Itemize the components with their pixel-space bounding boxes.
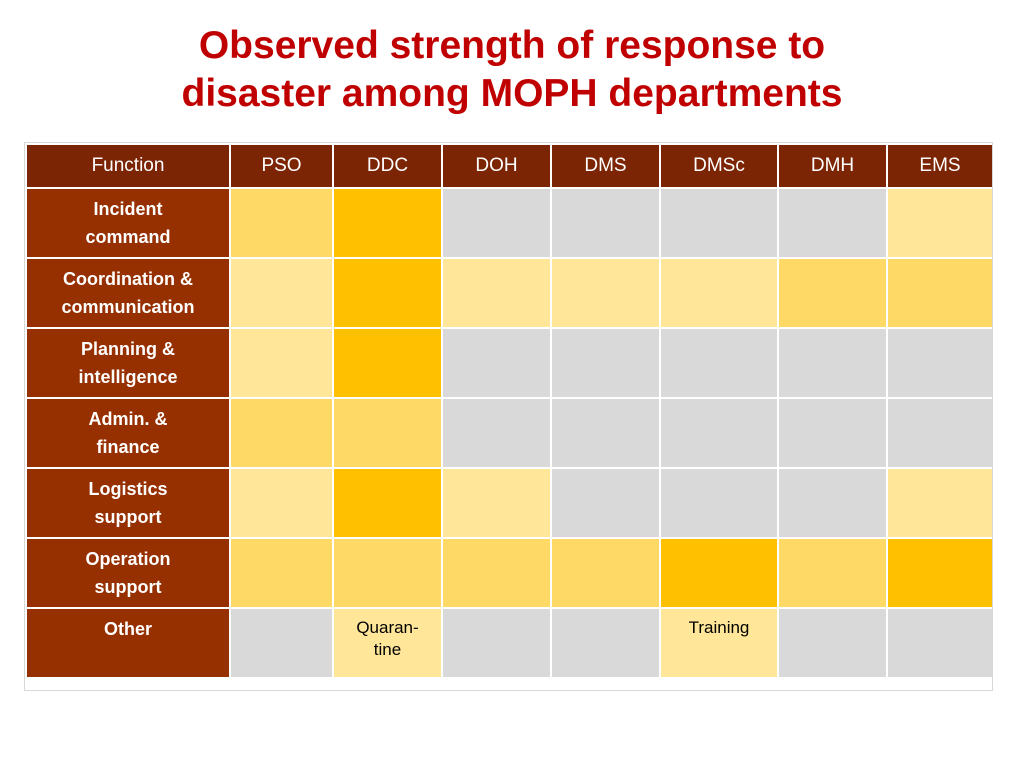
strength-cell xyxy=(550,187,661,259)
strength-cell xyxy=(441,467,552,539)
strength-cell xyxy=(886,467,994,539)
strength-cell xyxy=(550,467,661,539)
table-row: Operation support xyxy=(25,537,994,609)
strength-cell xyxy=(777,187,888,259)
table-row: Admin. & finance xyxy=(25,397,994,469)
strength-cell xyxy=(886,187,994,259)
strength-cell xyxy=(659,257,779,329)
strength-cell xyxy=(229,187,334,259)
header-column: DOH xyxy=(441,143,552,189)
strength-cell xyxy=(550,257,661,329)
strength-cell xyxy=(441,327,552,399)
strength-cell xyxy=(332,187,443,259)
strength-cell xyxy=(777,257,888,329)
table-body: Incident command Coordination & communica… xyxy=(25,187,994,679)
header-function: Function xyxy=(25,143,231,189)
header-column: PSO xyxy=(229,143,334,189)
strength-cell xyxy=(441,397,552,469)
strength-cell xyxy=(332,327,443,399)
strength-cell xyxy=(229,257,334,329)
header-column: DMH xyxy=(777,143,888,189)
table-row: Other Quaran- tine Training xyxy=(25,607,994,679)
strength-cell xyxy=(332,537,443,609)
strength-cell xyxy=(550,327,661,399)
strength-cell xyxy=(441,607,552,679)
row-label: Planning & intelligence xyxy=(25,327,231,399)
table-row: Logistics support xyxy=(25,467,994,539)
strength-cell xyxy=(229,467,334,539)
strength-cell xyxy=(886,257,994,329)
strength-cell xyxy=(332,467,443,539)
header-column: DDC xyxy=(332,143,443,189)
strength-cell xyxy=(659,397,779,469)
slide-title: Observed strength of response to disaste… xyxy=(0,22,1024,118)
row-label: Other xyxy=(25,607,231,679)
table-header-row: Function PSO DDC DOH DMS DMSc DMH EMS xyxy=(25,143,994,189)
strength-cell xyxy=(441,537,552,609)
strength-cell xyxy=(229,537,334,609)
header-column: DMS xyxy=(550,143,661,189)
strength-cell xyxy=(550,607,661,679)
row-label: Logistics support xyxy=(25,467,231,539)
response-strength-table: Function PSO DDC DOH DMS DMSc DMH EMS In… xyxy=(25,143,994,679)
table-row: Coordination & communication xyxy=(25,257,994,329)
strength-cell xyxy=(332,397,443,469)
strength-cell xyxy=(777,467,888,539)
strength-cell xyxy=(886,607,994,679)
strength-cell xyxy=(441,257,552,329)
row-label: Coordination & communication xyxy=(25,257,231,329)
strength-cell xyxy=(659,187,779,259)
title-line-2: disaster among MOPH departments xyxy=(181,72,843,115)
strength-cell xyxy=(777,327,888,399)
strength-cell xyxy=(550,397,661,469)
table-row: Incident command xyxy=(25,187,994,259)
strength-cell xyxy=(441,187,552,259)
strength-cell xyxy=(886,537,994,609)
strength-cell xyxy=(777,607,888,679)
title-line-1: Observed strength of response to xyxy=(198,24,826,67)
row-label: Admin. & finance xyxy=(25,397,231,469)
strength-cell: Quaran- tine xyxy=(332,607,443,679)
table-row: Planning & intelligence xyxy=(25,327,994,399)
strength-cell xyxy=(886,397,994,469)
row-label: Operation support xyxy=(25,537,231,609)
row-label: Incident command xyxy=(25,187,231,259)
header-column: EMS xyxy=(886,143,994,189)
strength-cell xyxy=(332,257,443,329)
strength-cell xyxy=(886,327,994,399)
strength-cell xyxy=(229,397,334,469)
strength-cell xyxy=(659,327,779,399)
header-column: DMSc xyxy=(659,143,779,189)
strength-cell xyxy=(659,467,779,539)
strength-cell xyxy=(229,607,334,679)
strength-cell xyxy=(777,537,888,609)
strength-cell xyxy=(777,397,888,469)
strength-cell xyxy=(659,537,779,609)
strength-cell xyxy=(550,537,661,609)
strength-cell: Training xyxy=(659,607,779,679)
strength-cell xyxy=(229,327,334,399)
